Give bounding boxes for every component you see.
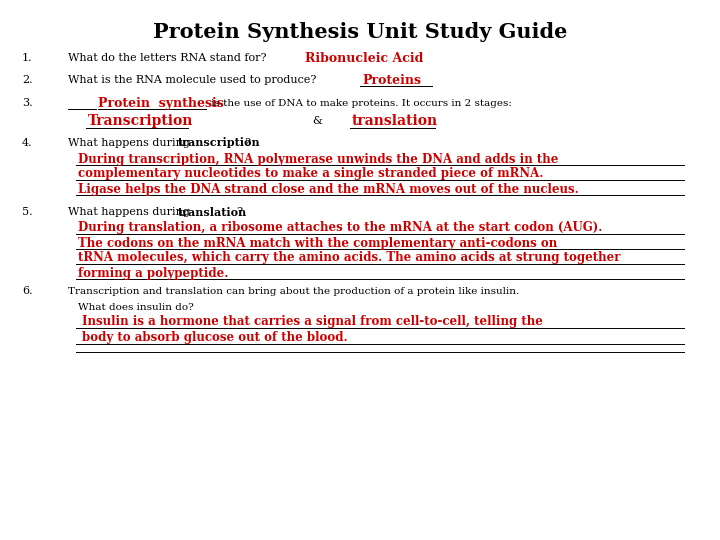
Text: What does insulin do?: What does insulin do? bbox=[78, 302, 194, 312]
Text: ?: ? bbox=[244, 138, 250, 148]
Text: forming a polypeptide.: forming a polypeptide. bbox=[78, 267, 228, 280]
Text: 1.: 1. bbox=[22, 53, 32, 63]
Text: is the use of DNA to make proteins. It occurs in 2 stages:: is the use of DNA to make proteins. It o… bbox=[208, 98, 512, 107]
Text: Proteins: Proteins bbox=[362, 73, 421, 86]
Text: translation: translation bbox=[178, 206, 247, 218]
Text: ?: ? bbox=[236, 207, 242, 217]
Text: During transcription, RNA polymerase unwinds the DNA and adds in the: During transcription, RNA polymerase unw… bbox=[78, 152, 559, 165]
Text: Ribonucleic Acid: Ribonucleic Acid bbox=[305, 51, 423, 64]
Text: Protein  synthesis: Protein synthesis bbox=[98, 97, 224, 110]
Text: body to absorb glucose out of the blood.: body to absorb glucose out of the blood. bbox=[82, 332, 348, 345]
Text: 5.: 5. bbox=[22, 207, 32, 217]
Text: 4.: 4. bbox=[22, 138, 32, 148]
Text: Transcription: Transcription bbox=[88, 114, 194, 128]
Text: What is the RNA molecule used to produce?: What is the RNA molecule used to produce… bbox=[68, 75, 316, 85]
Text: What do the letters RNA stand for?: What do the letters RNA stand for? bbox=[68, 53, 266, 63]
Text: What happens during: What happens during bbox=[68, 207, 194, 217]
Text: During translation, a ribosome attaches to the mRNA at the start codon (AUG).: During translation, a ribosome attaches … bbox=[78, 221, 603, 234]
Text: Protein Synthesis Unit Study Guide: Protein Synthesis Unit Study Guide bbox=[153, 22, 567, 42]
Text: &: & bbox=[312, 116, 322, 126]
Text: 2.: 2. bbox=[22, 75, 32, 85]
Text: 6.: 6. bbox=[22, 286, 32, 296]
Text: What happens during: What happens during bbox=[68, 138, 194, 148]
Text: complementary nucleotides to make a single stranded piece of mRNA.: complementary nucleotides to make a sing… bbox=[78, 167, 544, 180]
Text: tRNA molecules, which carry the amino acids. The amino acids at strung together: tRNA molecules, which carry the amino ac… bbox=[78, 252, 621, 265]
Text: translation: translation bbox=[352, 114, 438, 128]
Text: transcription: transcription bbox=[178, 138, 261, 148]
Text: 3.: 3. bbox=[22, 98, 32, 108]
Text: Insulin is a hormone that carries a signal from cell-to-cell, telling the: Insulin is a hormone that carries a sign… bbox=[82, 315, 543, 328]
Text: Ligase helps the DNA strand close and the mRNA moves out of the nucleus.: Ligase helps the DNA strand close and th… bbox=[78, 183, 579, 195]
Text: The codons on the mRNA match with the complementary anti-codons on: The codons on the mRNA match with the co… bbox=[78, 237, 557, 249]
Text: Transcription and translation can bring about the production of a protein like i: Transcription and translation can bring … bbox=[68, 287, 519, 295]
